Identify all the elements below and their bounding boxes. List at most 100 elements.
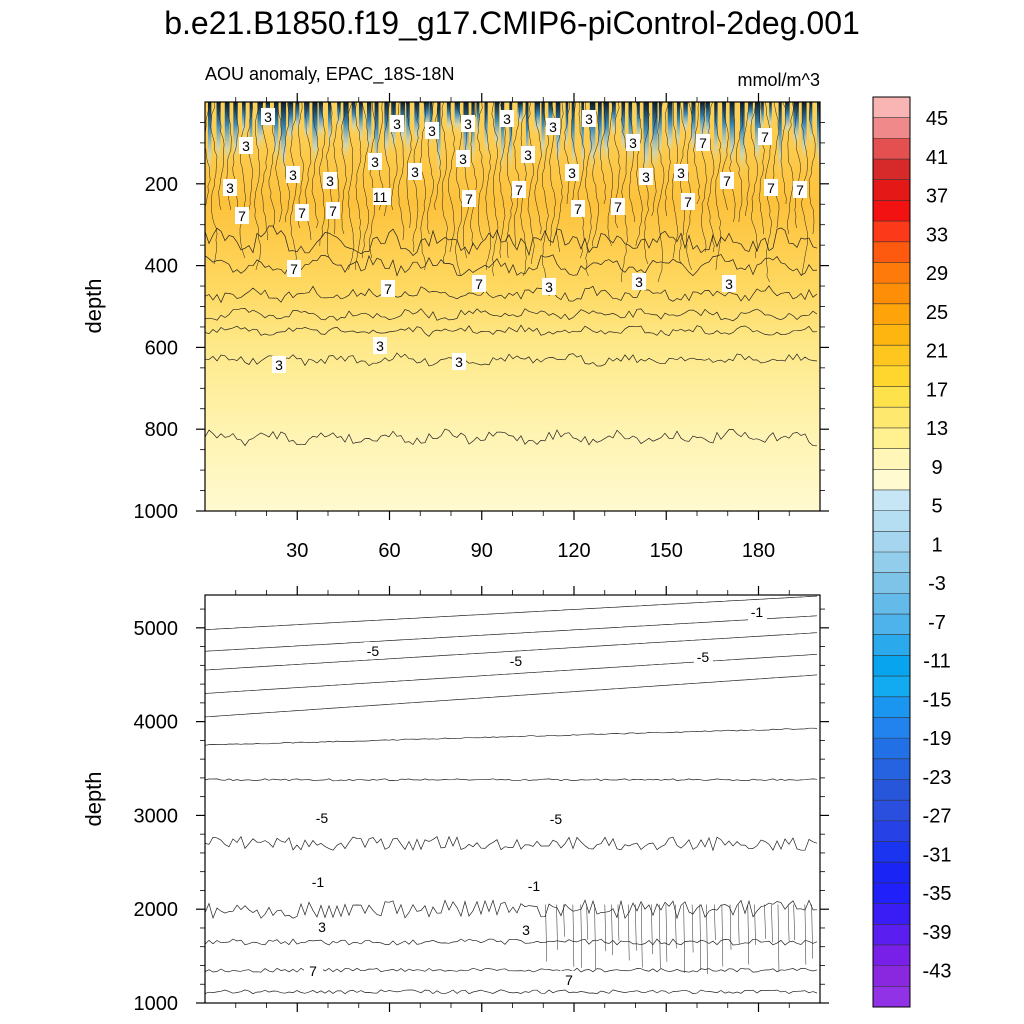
svg-text:7: 7 [574, 201, 582, 217]
svg-text:-1: -1 [751, 604, 764, 620]
contour-label: -1 [525, 877, 544, 894]
top-streak [636, 102, 640, 151]
top-streak [555, 102, 561, 170]
top-y-axis-label: depth [81, 278, 106, 333]
contour-label: 3 [521, 146, 535, 163]
bottom-contour-line [659, 904, 661, 969]
top-contour-line [434, 102, 441, 211]
colorbar-swatch [873, 407, 910, 429]
contour-label: 3 [461, 115, 475, 132]
colorbar-swatch [873, 365, 910, 387]
colorbar-swatch [873, 200, 910, 222]
colorbar-swatch [873, 944, 910, 966]
colorbar-label: 25 [926, 302, 948, 324]
top-x-axis: 30 60 90 120 150 180 [235, 93, 790, 562]
top-streak [597, 102, 602, 170]
top-streak [288, 102, 294, 146]
top-contour-line [311, 102, 319, 229]
top-contour-line [210, 102, 218, 265]
top-streak [484, 102, 488, 161]
bottom-contour-line [811, 904, 813, 959]
top-contour-line [319, 102, 326, 247]
svg-text:7: 7 [329, 203, 337, 219]
colorbar-swatch [873, 862, 910, 884]
svg-text:3: 3 [629, 135, 637, 151]
top-streak [208, 102, 212, 178]
top-contour-line [205, 254, 818, 277]
contour-label: -5 [694, 648, 713, 665]
top-contour-line [347, 102, 355, 271]
bottom-contour-line [545, 904, 547, 962]
top-streak [414, 102, 420, 149]
top-streak [565, 102, 569, 155]
x-tick-label: 150 [650, 540, 683, 562]
svg-text:3: 3 [568, 165, 576, 181]
top-streak [722, 102, 726, 164]
bottom-contour-line [205, 615, 818, 652]
svg-text:7: 7 [309, 963, 317, 979]
colorbar-swatch [873, 138, 910, 160]
y-tick-label: 3000 [134, 805, 179, 827]
svg-text:7: 7 [684, 194, 692, 210]
colorbar-label: -31 [923, 844, 952, 866]
colorbar-swatch [873, 510, 910, 532]
bottom-contour-line [205, 727, 818, 746]
top-streak [581, 102, 584, 177]
x-tick-label: 180 [742, 540, 775, 562]
contour-label: 7 [381, 280, 395, 297]
top-contour-line [441, 102, 448, 265]
colorbar-swatch [873, 903, 910, 925]
colorbar-swatch [873, 655, 910, 677]
top-streak [280, 102, 287, 178]
top-y-axis: 200 400 600 800 1000 [134, 122, 829, 523]
top-surface-streaks [208, 102, 820, 182]
top-streak [754, 102, 761, 167]
svg-text:-5: -5 [550, 811, 563, 827]
top-contour-line [808, 102, 816, 235]
contour-label: -1 [748, 603, 767, 620]
colorbar-swatch [873, 552, 910, 573]
svg-text:7: 7 [614, 199, 622, 215]
colorbar-swatch [873, 572, 910, 594]
top-contour-line [283, 102, 290, 223]
contour-label: 3 [408, 163, 422, 180]
svg-text:3: 3 [642, 169, 650, 185]
colorbar-label: -7 [928, 612, 946, 634]
bottom-contour-line [729, 904, 732, 950]
bottom-panel: -1 -5 -5 -5 -5 -5 -1 -1 3 3 7 7 1000 2000 3000 4000 500… [81, 586, 829, 1015]
svg-text:-5: -5 [697, 649, 710, 665]
top-contour-line [246, 102, 254, 217]
top-streak [358, 102, 363, 148]
top-contour-line [772, 102, 780, 229]
contour-label: 7 [295, 204, 309, 221]
top-contour-line [368, 102, 377, 259]
bottom-contour-line [586, 904, 588, 940]
contour-label: 7 [326, 202, 340, 219]
svg-text:7: 7 [475, 276, 483, 292]
svg-text:3: 3 [522, 922, 530, 938]
colorbar-swatch [873, 97, 910, 118]
svg-text:3: 3 [264, 109, 272, 125]
contour-label: 7 [758, 128, 772, 145]
colorbar-label: 45 [926, 108, 948, 130]
top-streak [612, 102, 616, 140]
bottom-contour-line [804, 904, 807, 965]
y-tick-label: 600 [145, 337, 178, 359]
contour-label: 3 [500, 110, 514, 127]
y-tick-label: 1000 [134, 993, 179, 1015]
bottom-contour-line [205, 595, 818, 631]
contour-label: 3 [272, 356, 286, 373]
svg-text:3: 3 [411, 164, 419, 180]
top-contour-line [205, 352, 818, 367]
svg-text:3: 3 [585, 111, 593, 127]
top-contour-line [205, 285, 818, 304]
svg-text:3: 3 [524, 147, 532, 163]
top-contour-line [607, 102, 614, 247]
contour-label: 3 [390, 115, 404, 132]
top-contour-line [657, 102, 665, 283]
bottom-contour-line [205, 989, 818, 995]
top-contour-line [650, 102, 657, 217]
bottom-contour-line [651, 904, 653, 955]
top-streak [242, 102, 246, 141]
contour-label: 3 [323, 172, 337, 189]
